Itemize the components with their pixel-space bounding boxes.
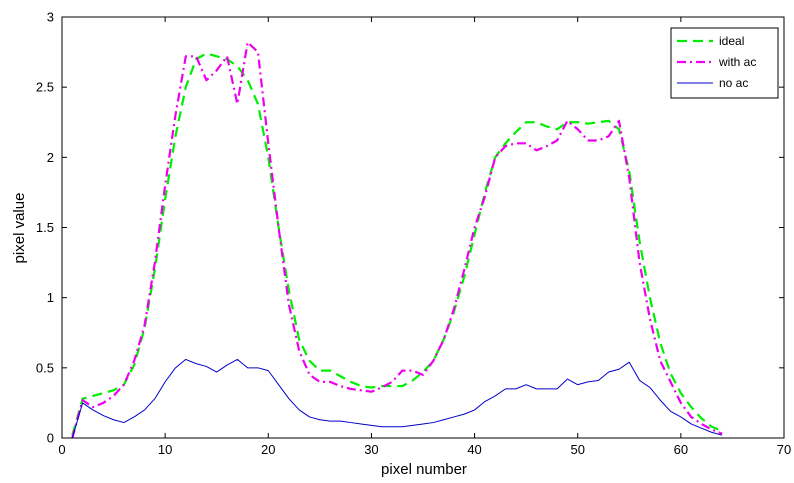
legend-label: no ac xyxy=(719,76,748,90)
legend-label: ideal xyxy=(719,34,744,48)
legend: ideal with ac no ac xyxy=(670,27,779,99)
series-line-no-ac xyxy=(71,358,723,439)
y-tick-label: 0.5 xyxy=(36,360,54,375)
y-tick-label: 2.5 xyxy=(36,80,54,95)
legend-label: with ac xyxy=(718,55,756,69)
legend-box xyxy=(670,27,779,99)
axes-layer: 0 10 20 30 40 50 60 70 0 0.5 1 1.5 2 2.5 3 xyxy=(36,10,791,458)
y-tick-label: 3 xyxy=(47,10,54,25)
x-tick-label: 50 xyxy=(570,442,584,457)
x-axis-label: pixel number xyxy=(381,461,467,478)
x-tick-label: 70 xyxy=(777,442,791,457)
y-axis-label: pixel value xyxy=(11,193,28,264)
x-tick-label: 40 xyxy=(467,442,481,457)
x-tick-label: 60 xyxy=(674,442,688,457)
x-tick-label: 10 xyxy=(158,442,172,457)
x-tick-label: 20 xyxy=(261,442,275,457)
y-tick-label: 1 xyxy=(47,290,54,305)
series-line-ideal xyxy=(71,52,723,436)
y-tick-label: 1.5 xyxy=(36,220,54,235)
series-layer xyxy=(71,41,723,439)
x-tick-label: 0 xyxy=(58,442,65,457)
y-tick-label: 2 xyxy=(47,150,54,165)
y-tick-label: 0 xyxy=(47,431,54,446)
x-tick-label: 30 xyxy=(364,442,378,457)
